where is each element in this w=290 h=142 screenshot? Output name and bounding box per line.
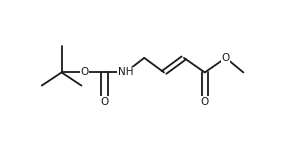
Text: NH: NH xyxy=(118,67,133,77)
Text: O: O xyxy=(222,53,230,63)
Text: O: O xyxy=(100,97,109,107)
Text: O: O xyxy=(201,97,209,107)
Text: O: O xyxy=(81,67,89,77)
